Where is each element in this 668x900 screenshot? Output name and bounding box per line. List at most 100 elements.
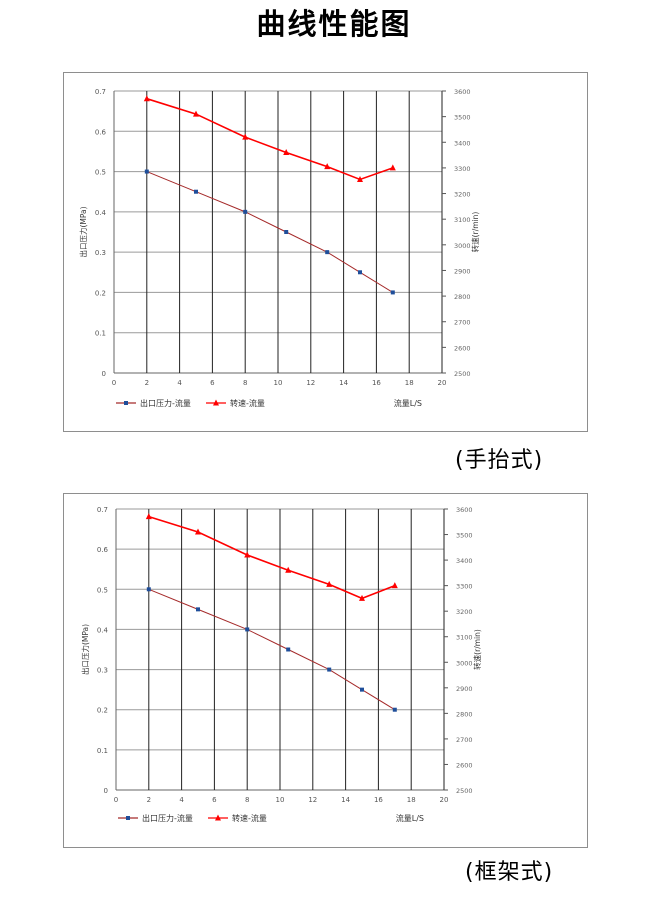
x-tick-label: 20 <box>438 379 447 387</box>
data-point-speed <box>242 133 249 140</box>
page-title: 曲线性能图 <box>256 7 412 41</box>
y-right-tick-label: 3100 <box>456 634 473 642</box>
y-left-tick-label: 0.7 <box>95 88 106 96</box>
x-tick-label: 0 <box>112 379 116 387</box>
x-tick-label: 2 <box>145 379 149 387</box>
y-left-tick-label: 0.7 <box>97 506 108 514</box>
y-right-tick-label: 3400 <box>456 557 473 565</box>
y-right-tick-label: 3600 <box>454 88 471 96</box>
legend-label-2: 转速-流量 <box>232 813 267 823</box>
x-axis-title: 流量L/S <box>396 813 424 823</box>
data-point-pressure <box>144 169 149 174</box>
y-left-tick-label: 0.4 <box>95 209 107 217</box>
y-right-tick-label: 3300 <box>456 583 473 591</box>
data-point-speed <box>145 513 152 520</box>
x-tick-label: 10 <box>276 796 285 804</box>
y-right-tick-label: 3500 <box>454 114 471 122</box>
x-tick-label: 0 <box>114 796 118 804</box>
data-point-pressure <box>146 587 151 592</box>
y-right-tick-label: 3400 <box>454 139 471 147</box>
data-point-pressure <box>243 209 248 214</box>
chart-panel-frame: 0 0.1 0.2 0.3 0.4 0.5 0.6 0.7 0 2 4 6 8 10 12 14 16 18 20 2… <box>63 493 588 848</box>
x-tick-label: 8 <box>243 379 247 387</box>
data-point-pressure <box>286 647 291 652</box>
data-point-speed <box>195 528 201 535</box>
y-left-tick-label: 0.5 <box>95 169 106 177</box>
caption-frame: (框架式) <box>465 860 554 885</box>
y-right-tick-label: 2800 <box>454 293 471 301</box>
performance-chart-handheld: 0 0.1 0.2 0.3 0.4 0.5 0.6 0.7 0 2 4 6 8 10 12 14 16 18 20 2… <box>78 88 480 408</box>
y-left-axis-title: 出口压力(MPa) <box>80 624 90 675</box>
data-point-pressure <box>194 189 198 194</box>
data-point-pressure <box>196 607 200 612</box>
y-left-tick-label: 0.6 <box>95 128 107 136</box>
legend-marker-square <box>124 401 128 405</box>
legend-marker-triangle <box>213 399 219 406</box>
x-tick-label: 6 <box>210 379 215 387</box>
data-point-speed <box>285 566 292 573</box>
y-left-tick-label: 0 <box>102 370 106 378</box>
x-tick-label: 16 <box>374 796 383 804</box>
y-left-tick-label: 0.1 <box>95 330 106 338</box>
y-right-tick-label: 2700 <box>456 736 473 744</box>
y-left-axis-title: 出口压力(MPa) <box>78 206 88 257</box>
data-point-speed <box>357 175 363 182</box>
y-left-tick-label: 0.4 <box>97 626 109 634</box>
y-right-tick-label: 2500 <box>454 370 471 378</box>
data-point-speed <box>359 594 365 601</box>
y-right-tick-label: 2800 <box>456 710 473 718</box>
data-point-pressure <box>360 687 364 692</box>
x-tick-label: 2 <box>147 796 151 804</box>
y-right-tick-label: 2900 <box>454 267 471 275</box>
y-right-axis-title: 转速(r/min) <box>472 629 482 670</box>
legend-label-1: 出口压力-流量 <box>140 398 191 408</box>
data-point-pressure <box>325 250 330 255</box>
y-right-tick-label: 2600 <box>456 761 473 769</box>
y-right-axis-title: 转速(r/min) <box>470 212 480 253</box>
data-point-speed <box>283 149 290 156</box>
y-right-tick-label: 3200 <box>456 608 473 616</box>
x-tick-label: 4 <box>179 796 184 804</box>
data-point-pressure <box>358 270 362 275</box>
y-left-tick-label: 0.5 <box>97 586 108 594</box>
y-right-tick-label: 3600 <box>456 506 473 514</box>
x-tick-label: 10 <box>274 379 283 387</box>
data-point-pressure <box>390 290 395 295</box>
data-point-speed <box>391 582 398 589</box>
chart-panel-handheld: 0 0.1 0.2 0.3 0.4 0.5 0.6 0.7 0 2 4 6 8 10 12 14 16 18 20 2… <box>63 72 588 432</box>
y-left-tick-label: 0.3 <box>95 249 106 257</box>
data-point-pressure <box>284 230 289 234</box>
y-left-tick-label: 0.3 <box>97 667 108 675</box>
data-point-speed <box>193 110 199 117</box>
data-point-speed <box>389 164 396 171</box>
x-tick-label: 8 <box>245 796 249 804</box>
legend-marker-triangle <box>215 814 221 821</box>
x-tick-label: 16 <box>372 379 381 387</box>
series-line-1 <box>148 588 396 711</box>
series-line-2 <box>146 97 394 181</box>
x-tick-label: 14 <box>341 796 350 804</box>
y-left-tick-label: 0.6 <box>97 546 109 554</box>
y-right-tick-label: 3300 <box>454 165 471 173</box>
y-right-tick-label: 2900 <box>456 685 473 693</box>
legend-label-2: 转速-流量 <box>230 398 265 408</box>
y-right-tick-label: 2700 <box>454 319 471 327</box>
y-left-tick-label: 0.2 <box>95 289 106 297</box>
data-point-pressure <box>245 627 250 632</box>
y-right-tick-label: 3000 <box>454 242 471 250</box>
x-tick-label: 18 <box>407 796 416 804</box>
y-left-tick-label: 0.1 <box>97 747 108 755</box>
data-point-speed <box>143 95 150 102</box>
x-axis-title: 流量L/S <box>394 398 422 408</box>
x-tick-label: 12 <box>306 379 315 387</box>
x-tick-label: 4 <box>177 379 182 387</box>
x-tick-label: 6 <box>212 796 217 804</box>
caption-handheld: (手抬式) <box>455 448 544 473</box>
y-left-tick-label: 0.2 <box>97 707 108 715</box>
y-left-tick-label: 0 <box>104 787 108 795</box>
series-line-2 <box>148 515 396 600</box>
data-point-speed <box>326 580 333 587</box>
y-right-tick-label: 3000 <box>456 659 473 667</box>
data-point-speed <box>244 551 251 558</box>
series-line-1 <box>146 171 394 293</box>
